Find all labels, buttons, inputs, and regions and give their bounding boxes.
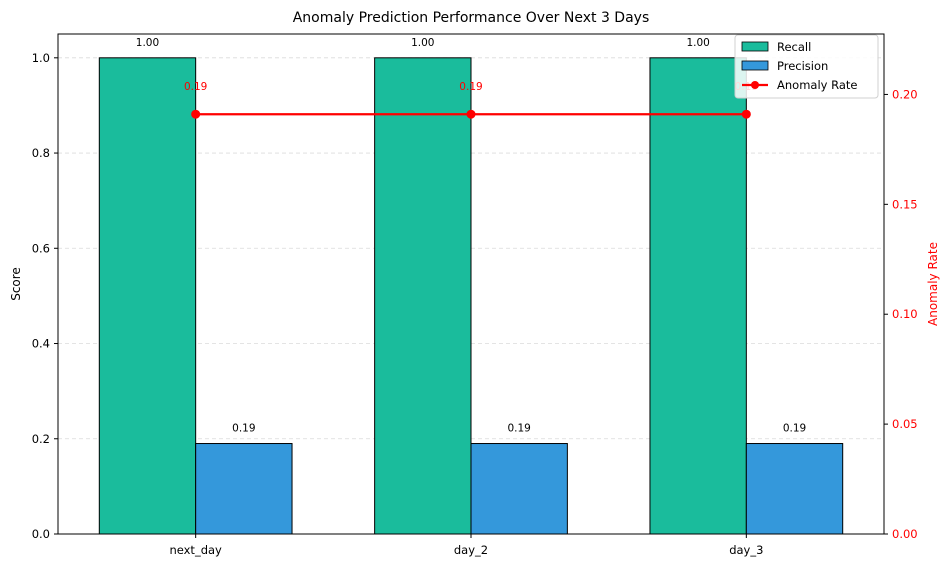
bar-value-label: 1.00 <box>136 37 159 49</box>
x-tick-label: day_3 <box>729 543 763 557</box>
y2-tick-label: 0.10 <box>892 307 918 321</box>
anomaly-rate-point <box>741 109 751 119</box>
anomaly-rate-label: 0.19 <box>459 81 482 93</box>
legend-box <box>734 34 879 99</box>
x-tick-label: next_day <box>169 543 222 557</box>
legend: Recall Precision Anomaly Rate <box>734 34 879 99</box>
y-tick-label: 0.0 <box>32 527 50 541</box>
axis-layer: 0.0 0.2 0.4 0.6 0.8 1.0 0.00 0.05 0.10 0.15 0.20 ne… <box>32 51 918 557</box>
bar-value-label: 1.00 <box>686 37 709 49</box>
y-tick-label: 0.8 <box>32 146 50 160</box>
bar-value-label: 0.19 <box>232 423 255 435</box>
y-tick-label: 1.0 <box>32 51 50 65</box>
bar-layer: 1.00 1.00 1.00 0.19 0.19 0.19 <box>98 37 844 535</box>
y2-tick-label: 0.15 <box>892 197 918 211</box>
legend-swatch-precision <box>741 60 769 71</box>
y2-tick-label: 0.20 <box>892 87 918 101</box>
y2-tick-label: 0.05 <box>892 417 918 431</box>
x-tick-label: day_2 <box>454 543 488 557</box>
secondary-y-axis-title: Anomaly Rate <box>926 242 940 326</box>
bar-precision <box>470 443 568 535</box>
bar-value-label: 0.19 <box>783 423 806 435</box>
bar-value-label: 0.19 <box>507 423 530 435</box>
y-axis-title: Score <box>9 267 23 301</box>
bar-precision <box>745 443 844 535</box>
legend-label: Anomaly Rate <box>777 78 857 92</box>
y-tick-label: 0.2 <box>32 432 50 446</box>
y-tick-label: 0.4 <box>32 337 50 351</box>
legend-swatch-recall <box>741 41 769 52</box>
anomaly-rate-point <box>466 109 476 119</box>
bar-recall <box>374 57 472 535</box>
bar-value-label: 1.00 <box>411 37 434 49</box>
chart-title: Anomaly Prediction Performance Over Next… <box>293 10 650 26</box>
y-tick-label: 0.6 <box>32 241 50 255</box>
legend-marker-anomaly-rate <box>751 81 759 89</box>
bar-recall <box>649 57 747 535</box>
anomaly-rate-point <box>191 109 201 119</box>
legend-label: Recall <box>777 40 811 54</box>
bar-precision <box>195 443 293 535</box>
legend-label: Precision <box>777 59 828 73</box>
anomaly-rate-label: 0.19 <box>184 81 207 93</box>
bar-recall <box>98 57 197 535</box>
y2-tick-label: 0.00 <box>892 527 918 541</box>
